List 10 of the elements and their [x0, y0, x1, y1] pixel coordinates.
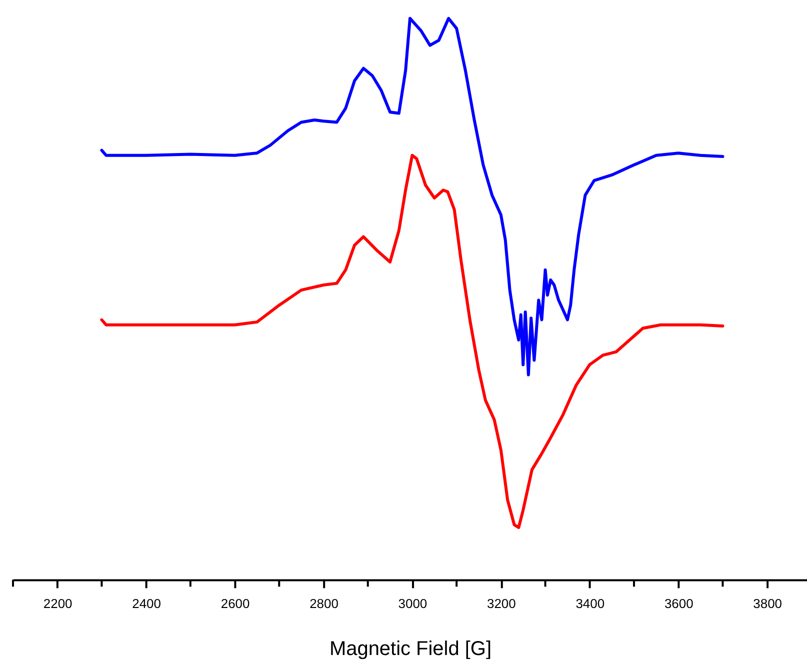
x-tick-label: 2800 [310, 596, 338, 612]
x-tick-label: 2400 [132, 596, 161, 612]
x-tick-label: 2600 [220, 596, 250, 612]
x-tick-label: 3000 [398, 596, 428, 612]
x-tick-label: 3200 [486, 596, 516, 612]
x-tick-label: 3400 [576, 596, 605, 612]
x-tick-label: 3600 [664, 596, 694, 612]
x-tick-label: 2200 [43, 596, 72, 612]
x-axis-title: Magnetic Field [G] [329, 638, 492, 660]
x-tick-label: 3800 [753, 596, 782, 612]
